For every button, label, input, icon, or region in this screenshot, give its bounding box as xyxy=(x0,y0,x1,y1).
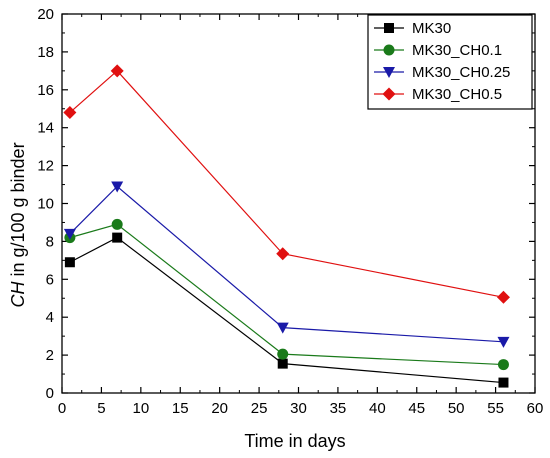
y-tick-label: 12 xyxy=(37,158,54,175)
data-point xyxy=(498,377,509,388)
x-tick-label: 15 xyxy=(172,400,189,417)
legend-item: MK30 xyxy=(374,20,451,37)
x-tick-label: 10 xyxy=(132,400,149,417)
y-axis-label: CH in g/100 g binder xyxy=(8,142,28,307)
data-point xyxy=(63,106,77,120)
legend-label: MK30 xyxy=(412,20,451,37)
data-point xyxy=(276,322,289,334)
x-tick-label: 50 xyxy=(448,400,465,417)
legend-marker xyxy=(382,87,396,101)
axes: 0 5 10 15 20 25 30 35 40 45 50 55 60 0 2 4 6 8 10 12 14 16 18 2… xyxy=(37,6,543,417)
y-axis-label-rest: in g/100 g binder xyxy=(8,142,28,281)
legend-marker xyxy=(383,67,395,78)
x-tick-label: 40 xyxy=(369,400,386,417)
x-tick-label: 55 xyxy=(487,400,504,417)
data-point xyxy=(112,232,123,243)
series-mk30 xyxy=(64,232,509,388)
data-point xyxy=(276,247,290,261)
data-point xyxy=(64,257,75,268)
legend-box xyxy=(367,14,533,110)
y-tick-label: 0 xyxy=(46,385,54,402)
series-layer xyxy=(63,64,510,388)
legend-item: MK30_CH0.5 xyxy=(374,86,502,103)
legend-item: MK30_CH0.1 xyxy=(374,42,502,59)
series-line xyxy=(69,70,504,298)
y-tick-label: 16 xyxy=(37,82,54,99)
series-line xyxy=(69,223,504,366)
y-tick-label: 20 xyxy=(37,6,54,23)
y-tick-label: 2 xyxy=(46,347,54,364)
x-axis-label: Time in days xyxy=(244,431,345,451)
x-tick-label: 30 xyxy=(290,400,307,417)
x-tick-label: 45 xyxy=(408,400,425,417)
data-point xyxy=(111,181,124,193)
legend-marker xyxy=(384,23,394,33)
data-point xyxy=(63,228,76,240)
series-mk30-ch0-25 xyxy=(63,181,510,348)
data-point xyxy=(277,358,288,369)
x-tick-label: 20 xyxy=(211,400,228,417)
data-point xyxy=(110,64,124,78)
x-tick-label: 5 xyxy=(97,400,105,417)
legend-marker xyxy=(383,44,395,56)
series-mk30-ch0-5 xyxy=(63,64,510,304)
y-tick-label: 4 xyxy=(46,309,54,326)
y-tick-label: 10 xyxy=(37,196,54,213)
x-tick-label: 25 xyxy=(251,400,268,417)
series-line xyxy=(69,236,504,384)
data-point xyxy=(277,348,289,360)
legend-item: MK30_CH0.25 xyxy=(374,64,510,81)
y-tick-label: 6 xyxy=(46,271,54,288)
x-tick-label: 0 xyxy=(58,400,66,417)
legend: MK30 MK30_CH0.1 MK30_CH0.25 MK30_CH0.5 xyxy=(367,14,533,110)
data-point xyxy=(497,359,509,371)
series-line xyxy=(69,185,504,343)
series-mk30-ch0-1 xyxy=(64,218,509,371)
legend-label: MK30_CH0.25 xyxy=(412,64,510,81)
legend-label: MK30_CH0.5 xyxy=(412,86,502,103)
y-tick-label: 8 xyxy=(46,233,54,250)
data-point xyxy=(497,336,510,348)
legend-label: MK30_CH0.1 xyxy=(412,42,502,59)
y-tick-label: 18 xyxy=(37,44,54,61)
y-tick-label: 14 xyxy=(37,120,54,137)
x-tick-label: 35 xyxy=(330,400,347,417)
x-tick-label: 60 xyxy=(527,400,544,417)
y-axis-label-italic: CH xyxy=(8,281,28,308)
data-point xyxy=(496,290,510,304)
data-point xyxy=(111,218,123,230)
